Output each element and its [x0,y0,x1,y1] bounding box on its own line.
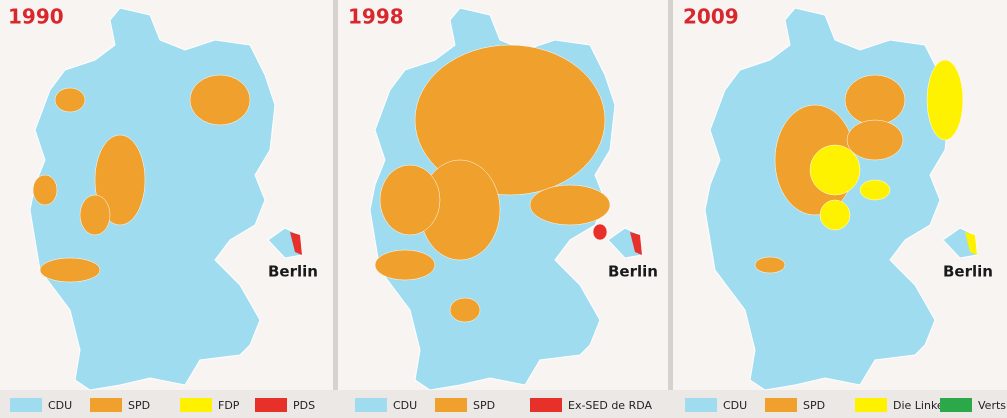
legend-label: Verts [978,399,1006,412]
legend-swatch [255,398,287,412]
legend-label: PDS [293,399,315,412]
region [819,199,851,231]
legend-swatch [530,398,562,412]
region [54,87,86,113]
legend-swatch [685,398,717,412]
legend-swatch [940,398,972,412]
legend-strip [0,390,1007,418]
legend-swatch [90,398,122,412]
legend-swatch [765,398,797,412]
legend-swatch [355,398,387,412]
legend-swatch [435,398,467,412]
separator [333,0,338,418]
year-title: 2009 [683,5,739,29]
berlin-east [965,232,977,255]
legend-label: FDP [218,399,240,412]
map-panel: 1990 Berlin CDU SPD FDP PDS [8,5,318,412]
map-panel: 1998 Berlin CDU SPD Ex-SED de RDA [348,5,658,412]
berlin-east [630,232,642,255]
legend-label: Ex-SED de RDA [568,399,652,412]
region [846,119,904,161]
separator [668,0,673,418]
legend-label: SPD [803,399,825,412]
legend-swatch [180,398,212,412]
berlin-label: Berlin [943,263,993,281]
berlin-label: Berlin [608,263,658,281]
region [374,249,436,281]
legend-label: CDU [48,399,72,412]
region [39,257,101,283]
berlin-label: Berlin [268,263,318,281]
legend-swatch [10,398,42,412]
region [414,44,606,196]
year-title: 1998 [348,5,404,29]
legend-label: SPD [128,399,150,412]
region [844,74,906,126]
berlin-east [290,232,302,255]
year-title: 1990 [8,5,64,29]
region [529,184,611,226]
legend-label: Die Linke [893,399,944,412]
region [94,134,146,226]
region [926,59,964,141]
region [449,297,481,323]
region [809,144,861,196]
legend-swatch [855,398,887,412]
legend-label: CDU [393,399,417,412]
map-panel: 2009 Berlin CDU SPD Die Linke Verts [683,5,1006,412]
region [189,74,251,126]
region [859,179,891,201]
region [754,256,786,274]
legend-label: CDU [723,399,747,412]
region [79,194,111,236]
region [32,174,58,206]
region [592,223,608,241]
legend-label: SPD [473,399,495,412]
region [379,164,441,236]
